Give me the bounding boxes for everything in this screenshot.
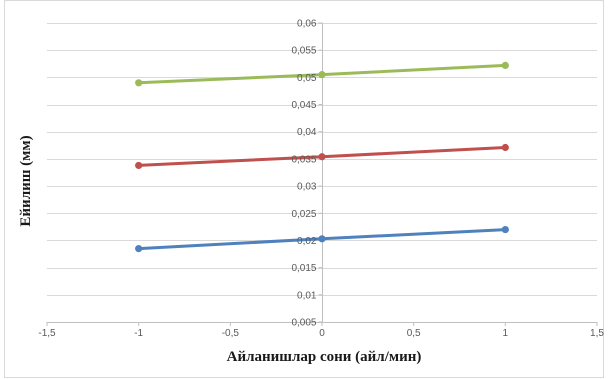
y-tick-label: 0,005 — [291, 318, 316, 329]
series-point-1 — [318, 235, 326, 243]
y-tick-label: 0,02 — [297, 236, 317, 247]
series-point-3 — [135, 79, 143, 87]
y-tick-label: 0,055 — [291, 46, 316, 57]
series-point-1 — [501, 225, 509, 234]
y-tick-label: 0,03 — [297, 182, 317, 193]
y-tick-label: 0,01 — [297, 290, 317, 301]
series-point-2 — [501, 143, 509, 152]
x-tick-label: -0,5 — [222, 328, 240, 339]
x-tick-label: 1,5 — [590, 328, 604, 339]
series-point-3 — [318, 71, 326, 79]
x-tick-label: 1 — [503, 328, 509, 339]
y-tick-label: 0,06 — [297, 19, 317, 30]
y-tick-label: 0,035 — [291, 154, 316, 165]
chart-frame: -1,5 -1 -0,5 0 0,5 1 1,5 0,005 0,01 0,015 0,02 0,02… — [4, 0, 604, 378]
x-tick-label: -1 — [134, 328, 143, 339]
series — [135, 61, 509, 253]
y-tick-label: 0,025 — [291, 209, 316, 220]
y-tick-label: 0,04 — [297, 127, 317, 138]
series-point-1 — [135, 245, 143, 253]
y-tick-label: 0,05 — [297, 73, 317, 84]
y-tick-label: 0,015 — [291, 263, 316, 274]
tick-labels: -1,5 -1 -0,5 0 0,5 1 1,5 0,005 0,01 0,015 0,02 0,02… — [38, 19, 604, 340]
x-tick-label: 0 — [319, 328, 325, 339]
line-chart: -1,5 -1 -0,5 0 0,5 1 1,5 0,005 0,01 0,015 0,02 0,02… — [18, 19, 604, 366]
x-axis-title: Айланишлар сони (айл/мин) — [227, 349, 422, 365]
series-point-3 — [501, 61, 509, 70]
series-point-2 — [318, 153, 326, 161]
x-tick-label: 0,5 — [407, 328, 421, 339]
axes — [46, 22, 598, 326]
y-axis-title: Ейилиш (мм) — [18, 135, 34, 226]
y-tick-label: 0,045 — [291, 100, 316, 111]
series-point-2 — [135, 161, 143, 170]
x-tick-label: -1,5 — [38, 328, 56, 339]
